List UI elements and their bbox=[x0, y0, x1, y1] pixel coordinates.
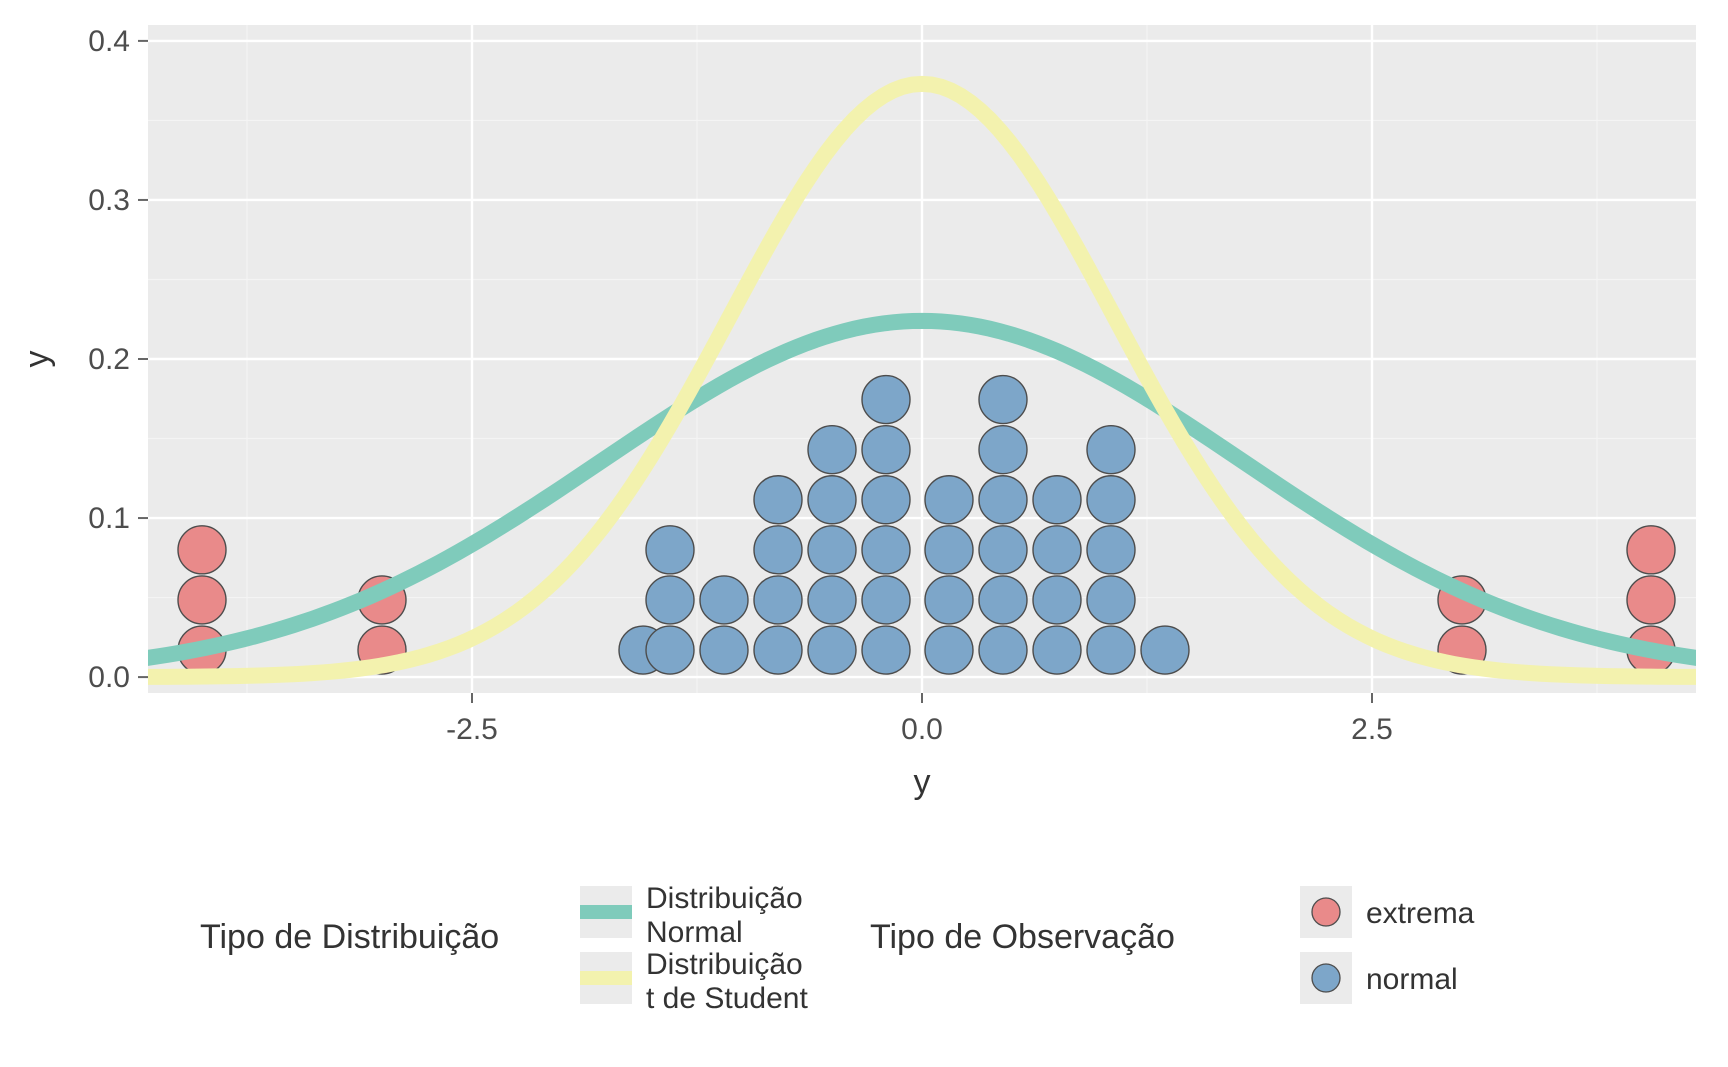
x-axis-title: y bbox=[914, 763, 931, 801]
dot-normal bbox=[754, 626, 802, 674]
dot-normal bbox=[862, 426, 910, 474]
legend-dist-label: Distribuição bbox=[646, 882, 803, 915]
legend-dist-title: Tipo de Distribuição bbox=[200, 918, 499, 956]
dot-normal bbox=[979, 476, 1027, 524]
ytick-label: 0.3 bbox=[88, 184, 130, 217]
dot-normal bbox=[979, 426, 1027, 474]
legend-dist-label: t de Student bbox=[646, 982, 808, 1015]
dot-normal bbox=[808, 576, 856, 624]
ytick-label: 0.4 bbox=[88, 25, 130, 58]
dot-extrema bbox=[178, 576, 226, 624]
xtick-label: -2.5 bbox=[446, 713, 498, 746]
dot-extrema bbox=[1627, 576, 1675, 624]
dot-normal bbox=[808, 426, 856, 474]
dot-normal bbox=[646, 526, 694, 574]
dot-normal bbox=[808, 476, 856, 524]
dot-normal bbox=[646, 626, 694, 674]
dot-normal bbox=[979, 626, 1027, 674]
dot-normal bbox=[925, 576, 973, 624]
legend-dist-label: Distribuição bbox=[646, 948, 803, 981]
dot-normal bbox=[862, 576, 910, 624]
y-axis-title: y bbox=[18, 351, 56, 368]
dot-normal bbox=[808, 526, 856, 574]
dot-normal bbox=[1087, 526, 1135, 574]
dot-normal bbox=[925, 526, 973, 574]
dot-normal bbox=[1141, 626, 1189, 674]
dot-normal bbox=[1087, 426, 1135, 474]
legend-obs-label: normal bbox=[1366, 963, 1458, 996]
dot-normal bbox=[862, 526, 910, 574]
dot-normal bbox=[1033, 526, 1081, 574]
dot-normal bbox=[1087, 626, 1135, 674]
xtick-label: 0.0 bbox=[901, 713, 943, 746]
dot-normal bbox=[754, 476, 802, 524]
dot-normal bbox=[925, 476, 973, 524]
legend-obs-swatch bbox=[1312, 964, 1340, 992]
distribution-chart: -2.5 0.0 2.5 0.0 0.1 0.2 0.3 0.4 y y Tipo de Distr… bbox=[0, 0, 1728, 1067]
dot-extrema bbox=[1627, 526, 1675, 574]
legend-obs-swatch bbox=[1312, 898, 1340, 926]
dot-normal bbox=[754, 526, 802, 574]
ytick-label: 0.2 bbox=[88, 343, 130, 376]
dot-extrema bbox=[178, 526, 226, 574]
ytick-label: 0.1 bbox=[88, 502, 130, 535]
dot-normal bbox=[1087, 576, 1135, 624]
xtick-label: 2.5 bbox=[1351, 713, 1393, 746]
dot-normal bbox=[808, 626, 856, 674]
legend-dist-label: Normal bbox=[646, 916, 743, 949]
ytick-label: 0.0 bbox=[88, 661, 130, 694]
dot-normal bbox=[646, 576, 694, 624]
dot-normal bbox=[1033, 626, 1081, 674]
dot-normal bbox=[979, 376, 1027, 424]
dot-normal bbox=[1087, 476, 1135, 524]
dot-normal bbox=[1033, 476, 1081, 524]
dot-normal bbox=[1033, 576, 1081, 624]
chart-svg: -2.5 0.0 2.5 0.0 0.1 0.2 0.3 0.4 y y Tipo de Distr… bbox=[0, 0, 1728, 1067]
dot-normal bbox=[754, 576, 802, 624]
dot-normal bbox=[862, 476, 910, 524]
dot-normal bbox=[700, 626, 748, 674]
dot-normal bbox=[979, 576, 1027, 624]
dot-normal bbox=[862, 626, 910, 674]
dot-normal bbox=[700, 576, 748, 624]
dot-normal bbox=[862, 376, 910, 424]
legend-obs-label: extrema bbox=[1366, 897, 1475, 930]
legend-obs-title: Tipo de Observação bbox=[870, 918, 1175, 956]
dot-normal bbox=[925, 626, 973, 674]
dot-normal bbox=[979, 526, 1027, 574]
